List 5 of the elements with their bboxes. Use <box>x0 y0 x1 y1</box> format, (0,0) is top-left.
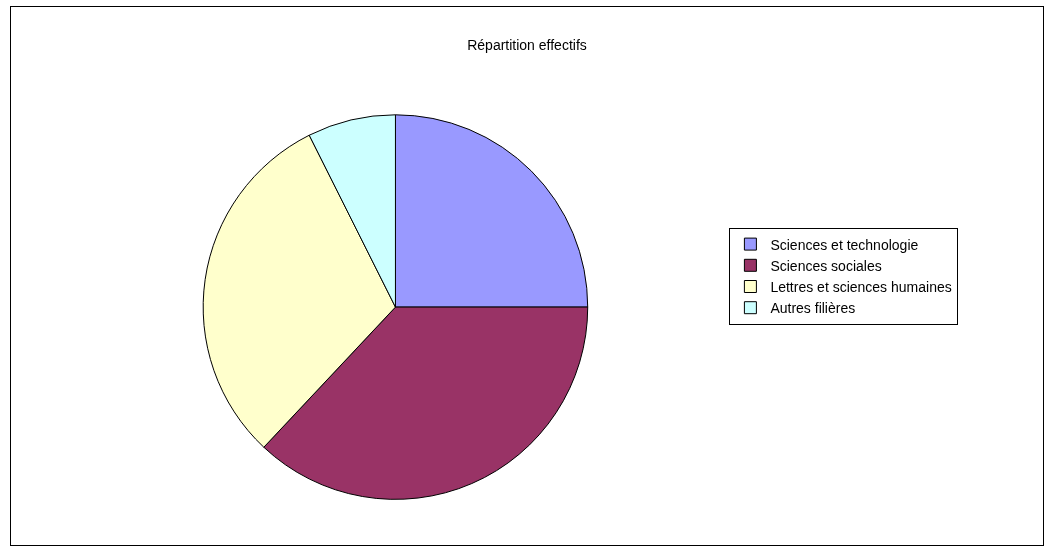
legend-label: Lettres et sciences humaines <box>770 278 952 295</box>
legend-label: Sciences et technologie <box>770 236 919 253</box>
legend-label: Sciences sociales <box>770 257 882 274</box>
chart-title: Répartition effectifs <box>467 36 587 53</box>
legend-label: Autres filières <box>770 300 856 317</box>
